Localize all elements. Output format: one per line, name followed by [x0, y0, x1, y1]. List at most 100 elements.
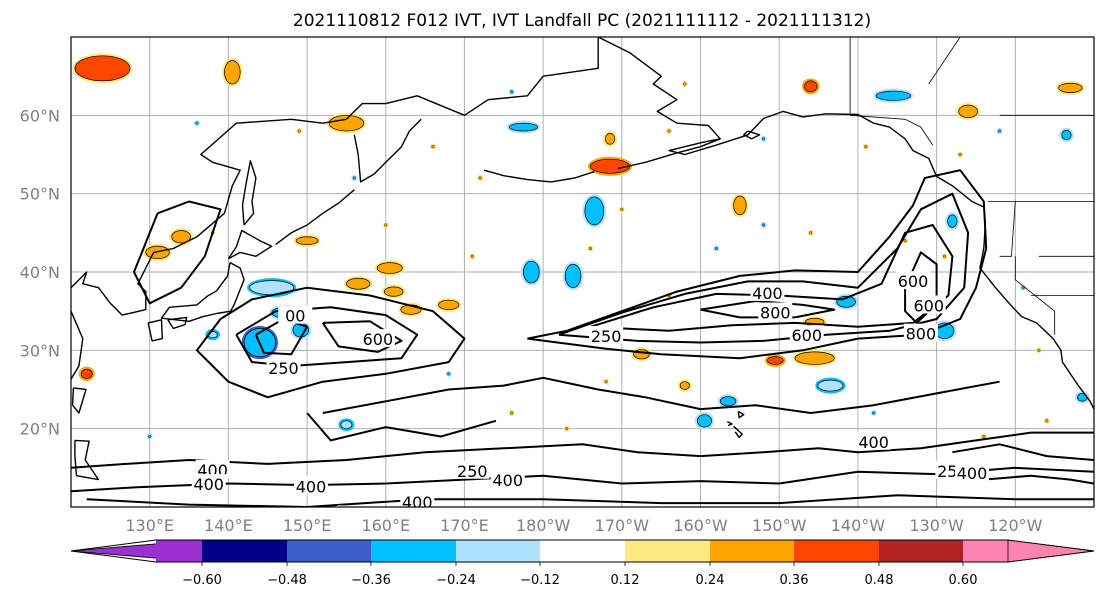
- ivt-contour-line: [195, 286, 466, 399]
- pc-shading-blob: [224, 60, 241, 85]
- pc-shading-blob: [295, 236, 319, 245]
- colorbar-tick-label: −0.24: [436, 573, 476, 588]
- pc-shading-dot-core: [1037, 348, 1041, 352]
- lon-tick-label: 130°W: [909, 516, 964, 535]
- lon-tick-label: 160°W: [673, 516, 728, 535]
- ivt-contour-line: [71, 466, 1094, 493]
- contour-label-knockout: [191, 474, 226, 493]
- map-frame: [70, 36, 1095, 508]
- colorbar: −0.60 −0.48 −0.36 −0.24 −0.12 0.12 0.24 0.36 0.4…: [70, 539, 1095, 588]
- pc-shading-blob: [383, 286, 404, 297]
- coastline: [147, 319, 163, 342]
- contour-label: 00: [285, 307, 305, 326]
- lon-tick-label: 120°W: [988, 516, 1043, 535]
- coastline: [737, 410, 745, 419]
- pc-shading-blob: [328, 114, 365, 132]
- ivt-contour-line: [86, 494, 1094, 507]
- colorbar-tick-label: 0.60: [949, 573, 978, 588]
- pc-shading-blob: [1061, 129, 1072, 140]
- pc-shading-dot-core: [958, 152, 962, 157]
- contour-label: 400: [752, 284, 783, 303]
- colorbar-tick-label: 0.24: [696, 573, 725, 588]
- pc-shading-dot-core: [872, 411, 876, 415]
- contour-label-knockout: [266, 358, 301, 377]
- contour-label-knockout: [294, 476, 329, 495]
- pc-shading-dot-core: [447, 372, 451, 376]
- pc-shading-blob: [1058, 82, 1083, 93]
- contour-label: 600: [791, 326, 822, 345]
- lat-tick-label: 20°N: [20, 420, 60, 439]
- lon-tick-label: 160°E: [361, 516, 410, 535]
- colorbar-swatch: [794, 540, 879, 562]
- ivt-contour-line: [952, 443, 1094, 461]
- contour-label-knockout: [278, 305, 313, 324]
- colorbar-swatch: [156, 540, 202, 562]
- contour-label-knockout: [911, 295, 946, 314]
- pc-shading-blob: [590, 158, 631, 174]
- coastline: [726, 420, 733, 427]
- pc-shading-dot-core: [588, 246, 592, 251]
- contour-label: 250: [268, 359, 299, 378]
- pc-shading-blob: [171, 230, 191, 244]
- lat-tick-label: 50°N: [20, 185, 60, 204]
- pc-shading-blob: [438, 299, 460, 310]
- pc-shading-dot-core: [620, 207, 624, 211]
- political-boundary: [999, 201, 1016, 257]
- colorbar-swatch: [540, 540, 625, 562]
- colorbar-tick-label: −0.12: [520, 573, 560, 588]
- pc-shading-dot-core: [809, 231, 813, 235]
- colorbar-tick-label: −0.60: [182, 573, 222, 588]
- coastline: [160, 261, 245, 322]
- coastline: [597, 37, 1094, 410]
- coastline: [71, 310, 84, 406]
- pc-shading-dot-core: [667, 129, 671, 133]
- colorbar-swatch: [879, 540, 963, 562]
- pc-shading-blob: [523, 260, 540, 284]
- coastline: [353, 118, 422, 183]
- ivt-contour-line: [133, 200, 222, 305]
- lat-tick-label: 30°N: [20, 341, 60, 360]
- lon-tick-label: 150°E: [283, 516, 332, 535]
- ivt-contour-line: [306, 412, 497, 442]
- colorbar-tick-label: 0.36: [780, 573, 809, 588]
- latitude-tick-labels: 60°N 50°N 40°N 30°N 20°N: [20, 106, 60, 438]
- colorbar-outline: [70, 539, 1095, 563]
- colorbar-swatch: [625, 540, 710, 562]
- contour-label: 250: [457, 462, 488, 481]
- lat-tick-label: 40°N: [20, 263, 60, 282]
- colorbar-tick-label: 0.12: [611, 573, 640, 588]
- lon-tick-label: 150°W: [752, 516, 807, 535]
- pc-shading-dot-core: [864, 145, 868, 149]
- pc-shading-dot-core: [510, 411, 514, 415]
- pc-shading-blob: [346, 277, 371, 290]
- ivt-contour-line: [590, 224, 954, 332]
- lat-tick-label: 60°N: [20, 106, 60, 125]
- pc-shading-blob: [564, 263, 582, 289]
- pc-shading-dot-core: [148, 434, 152, 439]
- contour-label-knockout: [903, 323, 938, 342]
- lon-tick-label: 170°W: [595, 516, 650, 535]
- pc-shading-dot-core: [510, 90, 514, 94]
- contour-label-knockout: [455, 460, 490, 479]
- contour-label-knockout: [589, 326, 624, 345]
- longitude-tick-labels: 130°E 140°E 150°E 160°E 170°E 180°W 170°W 160°W…: [125, 516, 1042, 535]
- pc-shading-blob: [875, 90, 911, 101]
- ivt-contour-line: [700, 300, 836, 319]
- pc-shading-blob: [794, 351, 835, 365]
- coastline: [227, 229, 273, 260]
- colorbar-tick-label: −0.36: [351, 573, 391, 588]
- contour-label: 400: [858, 433, 889, 452]
- contour-label-knockout: [758, 302, 793, 321]
- pc-shading-dot-core: [565, 427, 569, 431]
- coastline: [733, 425, 743, 438]
- contour-label-knockout: [360, 329, 395, 348]
- pc-shading-dot-core: [431, 145, 435, 149]
- colorbar-swatch: [202, 540, 287, 562]
- contour-label: 600: [913, 296, 944, 315]
- pc-shading-dot-core: [470, 254, 474, 258]
- pc-shading-dot-core: [903, 239, 907, 243]
- pc-shading-blob: [604, 133, 616, 145]
- coastline: [241, 160, 257, 226]
